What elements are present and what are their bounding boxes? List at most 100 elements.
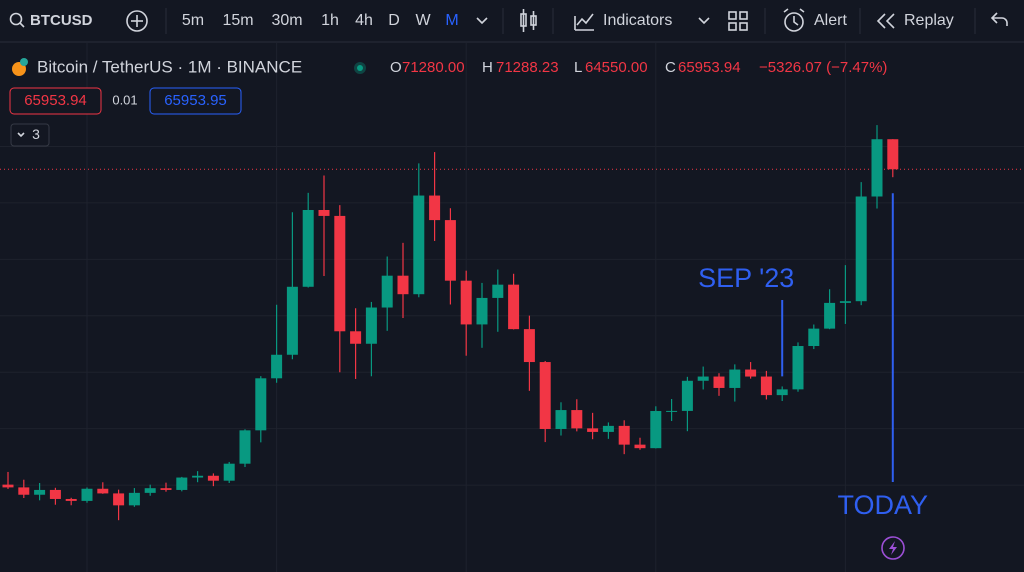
candle-body	[365, 307, 377, 344]
high-value: 71288.23	[496, 59, 559, 76]
plot-area: SEP '23 TODAY	[0, 43, 1024, 572]
interval[interactable]: 30m	[271, 12, 302, 29]
legend: Bitcoin / TetherUS · 1M · BINANCE O 7128…	[12, 57, 887, 76]
interval-menu[interactable]	[476, 17, 488, 25]
candle-body	[508, 284, 520, 330]
interval[interactable]: 5m	[182, 12, 204, 29]
sell-box[interactable]	[9, 87, 102, 115]
candle-body	[776, 389, 788, 396]
open-value: 71280.00	[402, 59, 465, 76]
candle-body	[318, 209, 330, 216]
indicators-menu[interactable]	[698, 17, 710, 25]
close-value: 65953.94	[678, 59, 741, 76]
candle-body	[650, 411, 662, 449]
open-label: O	[390, 59, 402, 76]
badge-count[interactable]: 3	[32, 126, 40, 142]
candle-body	[792, 346, 804, 390]
candle-body	[539, 362, 551, 429]
candle-body	[634, 444, 646, 449]
annotation: SEP '23	[698, 263, 794, 293]
symbol-name: Bitcoin / TetherUS · 1M · BINANCE	[37, 57, 302, 76]
low-label: L	[574, 59, 582, 76]
candle-body	[855, 196, 867, 302]
spread: 0.01	[112, 92, 137, 107]
candle-body	[713, 376, 725, 388]
interval[interactable]: 15m	[222, 12, 253, 29]
price-boxes: 65953.94 0.01 65953.95	[9, 87, 242, 115]
candle-body	[113, 493, 125, 506]
candle-body	[824, 302, 836, 329]
search-icon[interactable]	[9, 12, 25, 28]
chart-type[interactable]	[520, 9, 537, 32]
candle-body	[444, 220, 456, 281]
candle-body	[381, 275, 393, 308]
alert-icon[interactable]	[783, 8, 805, 32]
candle-body	[192, 475, 204, 478]
candle-body	[2, 484, 14, 488]
candle-body	[223, 463, 235, 481]
buy-price[interactable]: 65953.95	[164, 92, 227, 109]
candle-body	[176, 477, 188, 490]
candle-body	[65, 498, 77, 501]
candle-body	[587, 428, 599, 432]
interval[interactable]: M	[445, 12, 458, 29]
candle-body	[255, 378, 267, 431]
candle-body	[666, 410, 678, 412]
buy-box[interactable]	[149, 87, 242, 115]
toolbar: BTCUSD 5m 15m 30m 1h 4h D W M Indicators Alert …	[0, 8, 1024, 43]
candle-body	[745, 369, 757, 377]
market-status-dot	[357, 65, 363, 71]
candle-body	[49, 489, 61, 499]
flash-icon[interactable]	[881, 536, 905, 560]
replay[interactable]: Replay	[904, 12, 954, 29]
add-symbol[interactable]	[126, 10, 148, 32]
candle-body	[97, 488, 109, 494]
high-label: H	[482, 59, 493, 76]
candle-body	[128, 492, 140, 506]
candle-body	[808, 328, 820, 347]
candle-body	[492, 284, 504, 298]
symbol[interactable]: BTCUSD	[30, 12, 93, 29]
candle-body	[413, 195, 425, 295]
candle-body	[160, 488, 172, 490]
candle-body	[476, 297, 488, 325]
candle-body	[334, 215, 346, 332]
candle-body	[760, 376, 772, 396]
candle-body	[350, 331, 362, 344]
candle-body	[239, 430, 251, 464]
candle-body	[18, 487, 30, 495]
low-value: 64550.00	[585, 59, 648, 76]
indicators[interactable]: Indicators	[603, 12, 672, 29]
interval[interactable]: W	[415, 12, 431, 29]
candle-body	[697, 376, 709, 381]
candle-body	[555, 410, 567, 429]
interval[interactable]: 4h	[355, 12, 373, 29]
candle-body	[571, 410, 583, 429]
candle-body	[429, 195, 441, 221]
candle-body	[271, 354, 283, 379]
candle-body	[460, 280, 472, 325]
annotation: TODAY	[838, 490, 929, 520]
collapse-badge[interactable]: 3	[10, 123, 50, 147]
candle-body	[144, 488, 156, 493]
candle-body	[34, 489, 46, 495]
candle-body	[523, 329, 535, 363]
candle-body	[81, 488, 93, 501]
separators	[165, 8, 976, 34]
coin-logo-badge	[20, 58, 28, 66]
candle-body	[207, 475, 219, 481]
interval[interactable]: D	[388, 12, 400, 29]
sell-price[interactable]: 65953.94	[24, 92, 87, 109]
indicators-icon[interactable]	[574, 13, 594, 31]
candle-body	[887, 139, 899, 170]
alert[interactable]: Alert	[814, 12, 847, 29]
interval[interactable]: 1h	[321, 12, 339, 29]
candle-body	[302, 209, 314, 287]
candle-body	[871, 139, 883, 197]
close-label: C	[665, 59, 676, 76]
candle-body	[729, 369, 741, 388]
layouts[interactable]	[728, 11, 748, 31]
replay-icon[interactable]	[876, 13, 895, 29]
undo[interactable]	[990, 12, 1008, 26]
